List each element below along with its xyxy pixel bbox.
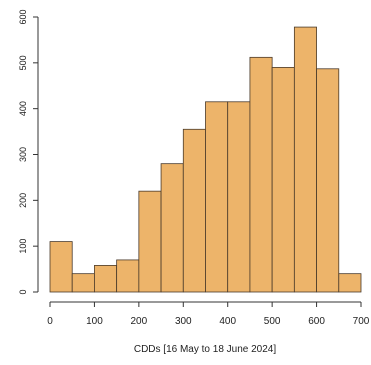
histogram-bar — [205, 101, 229, 293]
bars-group — [49, 26, 362, 293]
histogram-bar — [138, 190, 162, 293]
histogram-bar — [271, 67, 295, 293]
histogram-bar — [94, 265, 118, 293]
x-axis: 0 100 200 300 400 500 600 700 — [47, 301, 370, 327]
x-tick-label: 300 — [175, 316, 192, 327]
y-axis: 0 100 200 300 400 500 600 — [18, 9, 39, 295]
histogram-bar — [71, 273, 95, 293]
x-tick-label: 600 — [308, 316, 325, 327]
x-tick-label: 200 — [131, 316, 148, 327]
histogram-bar — [160, 163, 184, 293]
x-tick-label: 500 — [264, 316, 281, 327]
y-tick-label: 200 — [18, 193, 28, 208]
x-tick-label: 700 — [353, 316, 370, 327]
y-tick-label: 0 — [18, 289, 28, 294]
histogram-bar — [182, 128, 206, 293]
y-tick-label: 100 — [18, 239, 28, 254]
histogram-bar — [249, 56, 273, 293]
x-tick-label: 100 — [86, 316, 103, 327]
x-tick-label: 0 — [47, 316, 53, 327]
histogram-bar — [293, 26, 317, 293]
y-tick-label: 400 — [18, 101, 28, 116]
histogram-bar — [316, 68, 340, 293]
histogram-bar — [49, 241, 73, 293]
y-tick-label: 500 — [18, 55, 28, 70]
histogram-bar — [116, 259, 140, 293]
y-tick-label: 300 — [18, 147, 28, 162]
histogram-bar — [338, 273, 362, 293]
x-axis-label: CDDs [16 May to 18 June 2024] — [134, 344, 277, 355]
x-tick-label: 400 — [219, 316, 236, 327]
y-tick-label: 600 — [18, 9, 28, 24]
histogram-bar — [227, 101, 251, 293]
